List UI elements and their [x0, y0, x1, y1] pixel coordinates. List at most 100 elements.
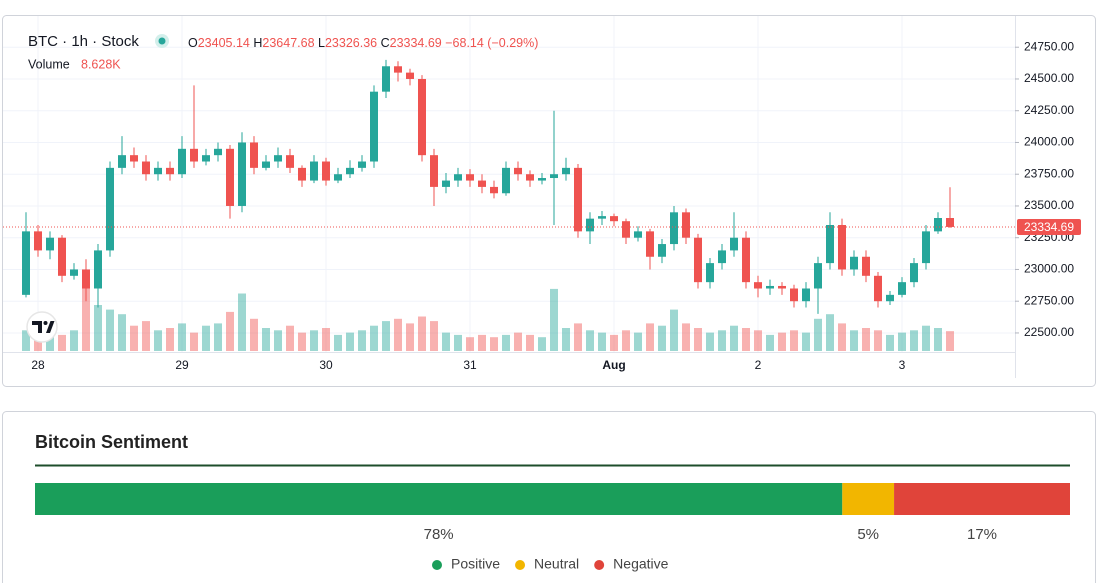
- logo: [26, 311, 58, 343]
- volume-bar: [406, 323, 414, 351]
- y-tick-label: 22500.00: [1024, 325, 1074, 339]
- volume-bar: [754, 330, 762, 351]
- volume-bar: [586, 330, 594, 351]
- volume-bar: [262, 328, 270, 351]
- candle-body: [22, 231, 30, 295]
- legend-label: Positive: [451, 556, 500, 572]
- symbol-title: BTC · 1h · Stock: [28, 33, 139, 50]
- volume-bar: [70, 330, 78, 351]
- x-tick-label: 2: [755, 358, 762, 372]
- change-value: −68.14 (−0.29%): [445, 36, 538, 50]
- volume-bar: [154, 330, 162, 351]
- y-tick-label: 23500.00: [1024, 198, 1074, 212]
- candle-body: [634, 231, 642, 238]
- volume-bar: [118, 314, 126, 351]
- candle-body: [886, 294, 894, 302]
- volume-bar: [634, 332, 642, 351]
- segment-label: 5%: [857, 526, 879, 543]
- x-tick-label: Aug: [602, 358, 625, 372]
- volume-bar: [454, 334, 462, 351]
- candle-body: [802, 288, 810, 302]
- candle-body: [814, 263, 822, 289]
- candle-body: [394, 66, 402, 73]
- candle-body: [622, 221, 630, 238]
- volume-bar: [874, 330, 882, 351]
- candle-body: [694, 237, 702, 283]
- volume-bar: [490, 337, 498, 351]
- volume-bar: [274, 330, 282, 351]
- candle-body: [586, 218, 594, 232]
- sentiment-title: Bitcoin Sentiment: [35, 432, 188, 452]
- ohlc-key: O: [188, 36, 198, 50]
- volume-bar: [862, 328, 870, 351]
- segment-label: 17%: [967, 526, 997, 543]
- volume-bar: [934, 328, 942, 351]
- volume-bar: [850, 330, 858, 351]
- sentiment-layer: 78% 5% 17% Positive Neutral Negative: [35, 483, 1070, 572]
- candle-body: [322, 161, 330, 181]
- candle-body: [238, 142, 246, 206]
- candle-body: [130, 155, 138, 162]
- ohlc-value: 23334.69: [390, 36, 442, 50]
- chart-card: [2, 15, 1096, 387]
- candle-body: [370, 91, 378, 162]
- x-tick-label: 28: [31, 358, 45, 372]
- candle-body: [682, 212, 690, 238]
- candle-body: [178, 148, 186, 175]
- candle-body: [718, 250, 726, 264]
- volume-bar: [826, 314, 834, 351]
- candle-body: [250, 142, 258, 168]
- volume-bar: [814, 318, 822, 351]
- volume-bar: [58, 334, 66, 351]
- volume-value: 8.628K: [81, 57, 121, 71]
- volume-bar: [214, 323, 222, 351]
- volume-layer: [22, 286, 954, 351]
- candle-body: [274, 155, 282, 162]
- candle-body: [358, 161, 366, 168]
- legend-swatch: [432, 560, 442, 570]
- candle-body: [298, 167, 306, 181]
- candle-body: [658, 244, 666, 257]
- candle-body: [562, 167, 570, 175]
- candle-body: [874, 275, 882, 302]
- candle-body: [910, 263, 918, 283]
- candle-body: [862, 256, 870, 276]
- volume-bar: [250, 318, 258, 351]
- candle-body: [922, 231, 930, 264]
- ohlc-key: L: [318, 36, 325, 50]
- candle-body: [142, 161, 150, 175]
- candle-body: [490, 186, 498, 194]
- volume-bar: [802, 332, 810, 351]
- candle-body: [934, 218, 942, 232]
- candle-body: [106, 167, 114, 251]
- candle-body: [70, 269, 78, 276]
- volume-bar: [322, 328, 330, 351]
- volume-bar: [346, 332, 354, 351]
- candle-body: [58, 237, 66, 276]
- x-tick-label: 3: [899, 358, 906, 372]
- legend-swatch: [594, 560, 605, 570]
- candle-body: [190, 148, 198, 162]
- volume-bar: [898, 332, 906, 351]
- candle-body: [514, 167, 522, 175]
- volume-bar: [46, 332, 54, 351]
- volume-bar: [82, 286, 90, 351]
- x-tick-label: 31: [463, 358, 477, 372]
- grid-layer: [3, 16, 1019, 352]
- status-dot: [158, 37, 166, 45]
- sentiment-segment: [894, 483, 1070, 515]
- y-tick-label: 24000.00: [1024, 135, 1074, 149]
- candle-body: [154, 167, 162, 175]
- candle-body: [838, 225, 846, 270]
- candle-body: [730, 237, 738, 251]
- volume-bar: [202, 325, 210, 351]
- volume-bar: [466, 337, 474, 351]
- candle-body: [334, 174, 342, 181]
- candle-body: [826, 225, 834, 264]
- candle-body: [478, 180, 486, 187]
- volume-bar: [430, 321, 438, 351]
- x-tick-label: 29: [175, 358, 189, 372]
- volume-bar: [526, 334, 534, 351]
- y-tick-label: 23000.00: [1024, 262, 1074, 276]
